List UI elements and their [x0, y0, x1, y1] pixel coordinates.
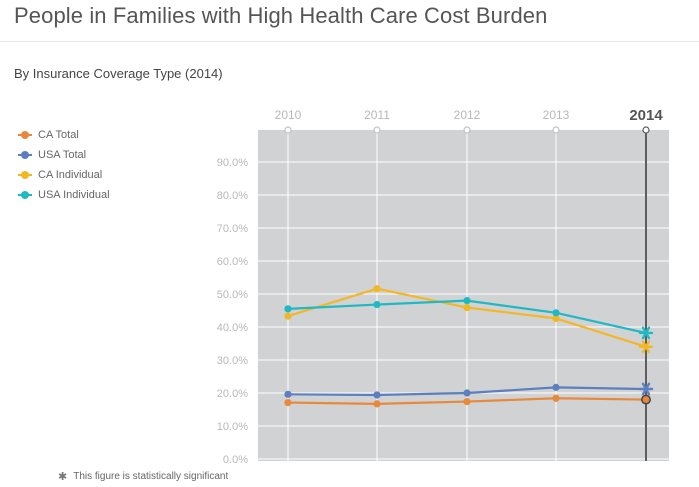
legend-label: USA Individual — [38, 189, 110, 201]
data-point-ca-individual[interactable] — [284, 312, 292, 320]
y-tick-label: 60.0% — [217, 256, 248, 268]
year-handle[interactable] — [284, 126, 292, 134]
significant-point-usa-total[interactable] — [638, 382, 654, 396]
y-tick-label: 80.0% — [217, 190, 248, 202]
y-tick-label: 50.0% — [217, 289, 248, 301]
y-tick-label: 90.0% — [217, 157, 248, 169]
legend: CA Total USA Total CA Individual USA Ind… — [18, 125, 110, 205]
legend-item-usa-total[interactable]: USA Total — [18, 145, 110, 165]
x-tick-label[interactable]: 2012 — [454, 108, 481, 122]
data-point-usa-total[interactable] — [284, 390, 292, 398]
legend-item-ca-total[interactable]: CA Total — [18, 125, 110, 145]
footnote: ✱ This figure is statistically significa… — [58, 470, 228, 483]
legend-label: USA Total — [38, 149, 87, 161]
y-tick-label: 10.0% — [217, 421, 248, 433]
data-point-usa-individual[interactable] — [284, 305, 292, 313]
data-point-ca-individual[interactable] — [552, 314, 560, 323]
data-point-usa-total[interactable] — [373, 391, 381, 399]
legend-item-ca-individual[interactable]: CA Individual — [18, 165, 110, 185]
data-point-ca-individual[interactable] — [463, 303, 471, 312]
footnote-text: This figure is statistically significant — [73, 471, 229, 482]
legend-label: CA Individual — [38, 169, 103, 181]
data-point-ca-total[interactable] — [463, 397, 471, 406]
legend-swatch-usa-total — [18, 150, 32, 160]
y-tick-label: 70.0% — [217, 223, 248, 235]
plot-area — [258, 130, 669, 461]
x-tick-label[interactable]: 2013 — [543, 108, 570, 122]
year-handle[interactable] — [552, 126, 560, 134]
data-point-ca-total[interactable] — [284, 398, 292, 407]
legend-label: CA Total — [38, 129, 79, 141]
legend-swatch-usa-individual — [18, 190, 32, 200]
data-point-usa-individual[interactable] — [463, 297, 471, 305]
legend-swatch-ca-individual — [18, 170, 32, 180]
significant-point-ca-individual[interactable] — [638, 340, 654, 354]
year-handle[interactable] — [463, 126, 471, 134]
x-tick-label[interactable]: 2014 — [629, 107, 663, 124]
page-title: People in Families with High Health Care… — [14, 3, 548, 28]
data-point-ca-total[interactable] — [641, 394, 651, 405]
y-tick-label: 30.0% — [217, 355, 248, 367]
title-divider — [0, 41, 699, 42]
x-tick-label[interactable]: 2010 — [275, 108, 302, 122]
data-point-usa-total[interactable] — [463, 389, 471, 397]
y-tick-label: 40.0% — [217, 322, 248, 334]
data-point-ca-total[interactable] — [373, 400, 381, 408]
y-tick-label: 20.0% — [217, 388, 248, 400]
chart-subtitle: By Insurance Coverage Type (2014) — [14, 66, 223, 81]
data-point-ca-total[interactable] — [552, 394, 560, 402]
year-handle[interactable] — [373, 126, 381, 134]
data-point-ca-individual[interactable] — [373, 285, 381, 293]
x-tick-label[interactable]: 2011 — [364, 108, 390, 122]
asterisk-icon: ✱ — [58, 471, 68, 483]
legend-swatch-ca-total — [18, 130, 32, 140]
y-tick-label: 0.0% — [223, 454, 248, 466]
legend-item-usa-individual[interactable]: USA Individual — [18, 185, 110, 205]
data-point-usa-total[interactable] — [552, 383, 560, 391]
data-point-usa-individual[interactable] — [373, 300, 381, 309]
significant-point-usa-individual[interactable] — [638, 326, 654, 340]
year-handle[interactable] — [642, 126, 650, 134]
data-point-usa-individual[interactable] — [552, 309, 560, 317]
